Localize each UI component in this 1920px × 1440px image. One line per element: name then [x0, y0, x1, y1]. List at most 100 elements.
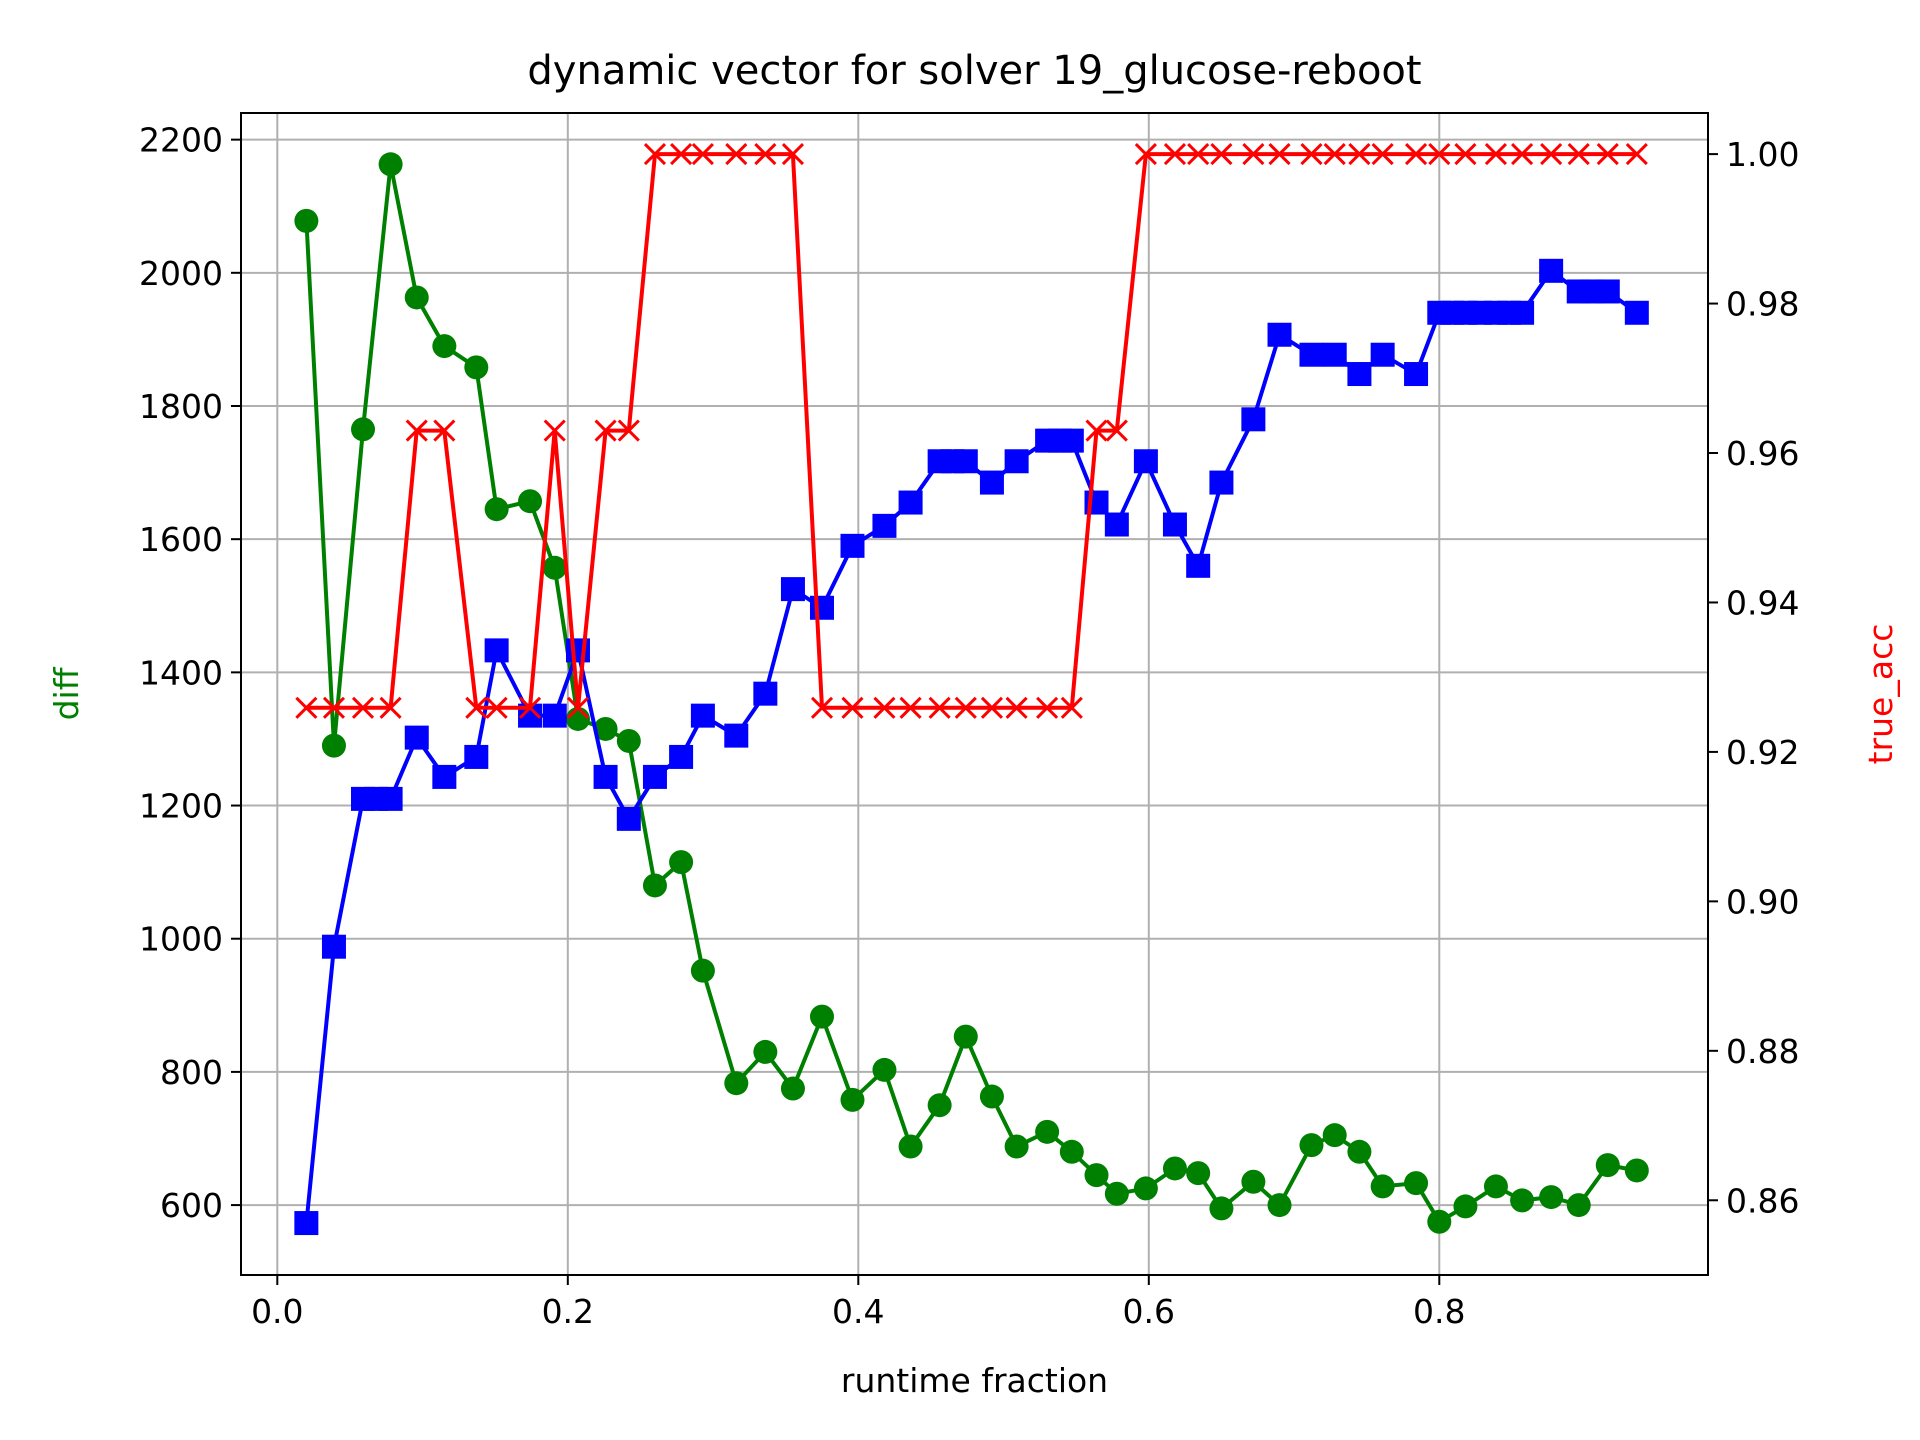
data-point-x	[1511, 143, 1534, 166]
data-point-square	[1595, 279, 1620, 304]
data-point-circle	[809, 1004, 834, 1029]
data-point-x	[1268, 143, 1291, 166]
data-point-square	[1059, 428, 1084, 453]
data-point-square	[1186, 553, 1211, 578]
data-point-circle	[1483, 1174, 1508, 1199]
data-point-x	[1484, 143, 1508, 166]
data-point-x	[1567, 143, 1590, 166]
data-point-circle	[378, 152, 403, 177]
data-point-x	[1454, 143, 1477, 166]
data-point-square	[1347, 362, 1372, 387]
data-point-square	[872, 513, 897, 538]
data-point-circle	[616, 728, 641, 753]
data-point-circle	[724, 1071, 749, 1096]
data-point-circle	[432, 334, 457, 359]
data-point-circle	[1104, 1181, 1129, 1206]
data-point-x	[1625, 143, 1648, 166]
y-left-tick-label: 2200	[139, 121, 223, 160]
data-point-circle	[927, 1093, 952, 1118]
data-point-circle	[1624, 1158, 1649, 1183]
data-point-circle	[1267, 1193, 1292, 1218]
data-point-x	[954, 696, 977, 719]
data-point-square	[1322, 342, 1347, 367]
x-tick-label: 0.0	[251, 1292, 303, 1331]
data-point-circle	[464, 355, 489, 380]
data-point-x	[1005, 696, 1028, 719]
data-point-x	[1404, 143, 1428, 166]
data-point-square	[378, 786, 403, 811]
data-point-square	[780, 577, 805, 602]
data-point-square	[1004, 449, 1029, 474]
series-line	[306, 152, 1637, 710]
data-point-circle	[1084, 1163, 1109, 1188]
data-point-circle	[1566, 1193, 1591, 1218]
data-point-circle	[1241, 1169, 1266, 1194]
data-point-x	[465, 696, 488, 719]
data-point-square	[690, 703, 715, 728]
data-point-circle	[1427, 1209, 1452, 1234]
y-right-tick-label: 0.86	[1726, 1181, 1799, 1220]
data-point-circle	[351, 417, 376, 442]
data-point-square	[1104, 512, 1129, 537]
grid	[241, 113, 1708, 1275]
y-axis-label-left: diff	[47, 666, 86, 720]
data-point-circle	[1299, 1133, 1324, 1158]
data-point-x	[1300, 143, 1323, 166]
y-left-tick-label: 1800	[139, 387, 223, 426]
data-point-square	[1370, 342, 1395, 367]
data-point-x	[928, 696, 951, 719]
data-point-square	[753, 681, 778, 706]
data-point-circle	[690, 958, 715, 983]
data-point-x	[670, 143, 693, 166]
data-point-circle	[1347, 1139, 1372, 1164]
x-axis-label: runtime fraction	[841, 1361, 1108, 1400]
y-axis-label-right: true_acc	[1861, 624, 1900, 765]
y-left-tick-label: 600	[160, 1186, 223, 1225]
y-right-tick-label: 0.88	[1726, 1032, 1799, 1071]
y-right-tick-label: 0.92	[1726, 733, 1799, 772]
data-point-square	[542, 703, 567, 728]
data-point-square	[484, 638, 509, 663]
data-point-square	[1133, 449, 1158, 474]
data-point-square	[1162, 512, 1187, 537]
data-point-circle	[780, 1076, 805, 1101]
data-point-square	[898, 490, 923, 515]
data-point-circle	[1186, 1161, 1211, 1186]
data-point-square	[642, 764, 667, 789]
data-point-circle	[1035, 1119, 1060, 1144]
x-tick-label: 0.8	[1413, 1292, 1465, 1331]
series-2-x	[295, 143, 1648, 719]
data-point-x	[1371, 143, 1394, 166]
data-point-circle	[1133, 1176, 1158, 1201]
y-left-tick-label: 2000	[139, 254, 223, 293]
y-left-tick-label: 800	[160, 1053, 223, 1092]
data-point-circle	[542, 555, 567, 580]
data-point-x	[1540, 143, 1563, 166]
data-point-square	[616, 806, 641, 831]
data-point-circle	[565, 706, 590, 731]
data-point-circle	[294, 208, 319, 233]
data-point-x	[543, 419, 566, 442]
y-right-tick-label: 0.94	[1726, 583, 1799, 622]
data-point-x	[1428, 143, 1451, 166]
data-point-circle	[953, 1024, 978, 1049]
data-point-square	[432, 764, 457, 789]
data-point-circle	[484, 497, 509, 522]
data-point-x	[518, 696, 542, 719]
data-point-x	[351, 696, 375, 719]
data-point-x	[873, 696, 896, 719]
data-point-circle	[642, 873, 667, 898]
data-point-x	[691, 143, 714, 166]
data-point-circle	[1059, 1139, 1084, 1164]
data-point-square	[1624, 300, 1649, 325]
y-left-tick-label: 1600	[139, 520, 223, 559]
x-tick-label: 0.4	[832, 1292, 884, 1331]
data-point-circle	[1209, 1196, 1234, 1221]
data-point-x	[1242, 143, 1265, 166]
data-point-x	[617, 419, 640, 442]
data-point-square	[1404, 362, 1429, 387]
data-point-x	[1036, 696, 1059, 719]
data-point-circle	[1404, 1171, 1429, 1196]
data-point-circle	[1539, 1185, 1564, 1210]
